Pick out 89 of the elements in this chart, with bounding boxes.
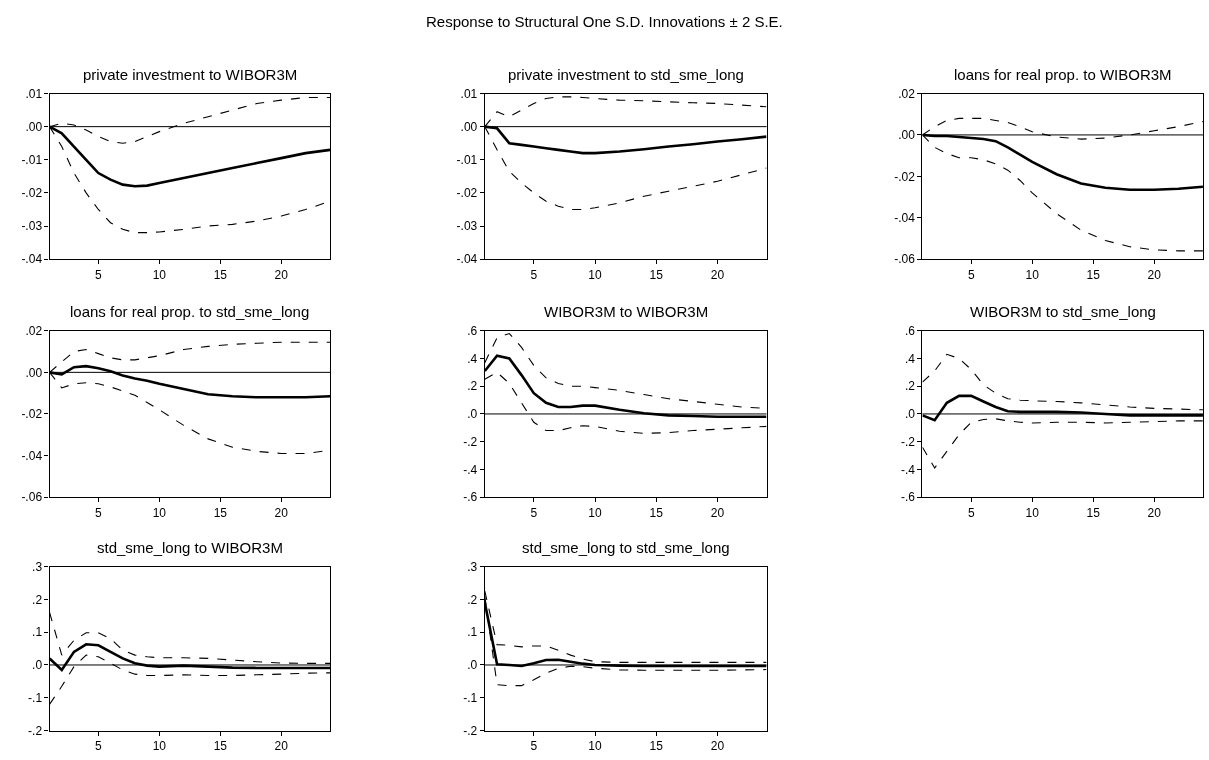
- y-tick-label: -.02: [456, 186, 478, 201]
- x-tick-label: 15: [649, 505, 664, 520]
- x-tick-label: 20: [1147, 267, 1162, 282]
- y-tick-label: .2: [467, 592, 478, 607]
- y-tick-label: -.04: [456, 252, 478, 267]
- chart-title: WIBOR3M to std_sme_long: [970, 303, 1156, 320]
- x-tick-label: 5: [95, 739, 103, 754]
- x-tick-label: 10: [588, 267, 603, 282]
- x-tick-label: 5: [530, 505, 538, 520]
- x-tick-label: 15: [213, 739, 228, 754]
- y-tick-label: -.04: [21, 448, 43, 463]
- y-tick-label: .0: [32, 658, 43, 673]
- x-tick-label: 20: [710, 739, 725, 754]
- x-tick-label: 5: [530, 267, 538, 282]
- y-tick-label: .1: [467, 625, 478, 640]
- y-tick-label: .0: [467, 658, 478, 673]
- x-tick-label: 15: [213, 267, 228, 282]
- y-tick-label: -.6: [900, 490, 916, 505]
- chart-title: private investment to WIBOR3M: [83, 66, 298, 83]
- chart-title: private investment to std_sme_long: [508, 66, 744, 83]
- x-tick-label: 20: [274, 505, 289, 520]
- y-tick-label: .3: [32, 559, 43, 574]
- chart-title: std_sme_long to WIBOR3M: [97, 539, 283, 556]
- y-tick-label: .02: [25, 323, 43, 338]
- x-tick-label: 20: [1147, 505, 1162, 520]
- y-tick-label: .4: [467, 351, 478, 366]
- x-tick-label: 10: [152, 739, 167, 754]
- y-tick-label: -.02: [894, 169, 916, 184]
- y-tick-label: -.6: [463, 490, 478, 505]
- y-tick-label: .01: [25, 86, 43, 101]
- y-tick-label: .2: [904, 379, 916, 394]
- y-tick-label: -.2: [28, 723, 43, 738]
- x-tick-label: 15: [1086, 267, 1101, 282]
- chart-title: loans for real prop. to std_sme_long: [70, 303, 310, 320]
- x-tick-label: 5: [967, 505, 975, 520]
- chart-title: std_sme_long to std_sme_long: [522, 539, 730, 556]
- y-tick-label: -.03: [456, 219, 478, 234]
- text: Response to Structural One S.D. Innovations ± 2 S.E.: [426, 13, 783, 30]
- x-tick-label: 15: [1086, 505, 1101, 520]
- y-tick-label: .01: [460, 86, 478, 101]
- y-tick-label: .3: [467, 559, 478, 574]
- y-tick-label: -.02: [21, 407, 43, 422]
- y-tick-label: .02: [898, 86, 916, 101]
- y-tick-label: -.1: [28, 691, 43, 705]
- x-tick-label: 20: [274, 739, 289, 754]
- y-tick-label: .0: [467, 407, 478, 422]
- y-tick-label: -.2: [463, 723, 478, 738]
- y-tick-label: -.04: [894, 210, 916, 225]
- y-tick-label: .0: [904, 407, 916, 422]
- x-tick-label: 10: [1025, 267, 1040, 282]
- y-tick-label: -.4: [900, 462, 916, 477]
- x-tick-label: 5: [95, 505, 103, 520]
- x-tick-label: 10: [152, 505, 167, 520]
- y-tick-label: -.01: [21, 152, 43, 167]
- x-tick-label: 10: [588, 739, 603, 754]
- y-tick-label: -.02: [21, 186, 43, 201]
- y-tick-label: -.2: [463, 434, 478, 449]
- x-tick-label: 5: [530, 739, 538, 754]
- y-tick-label: .00: [898, 128, 916, 143]
- y-tick-label: -.04: [21, 252, 43, 267]
- y-tick-label: .00: [25, 365, 43, 380]
- x-tick-label: 20: [274, 267, 289, 282]
- x-tick-label: 15: [213, 505, 228, 520]
- x-tick-label: 10: [1025, 505, 1040, 520]
- y-tick-label: .4: [904, 351, 916, 366]
- y-tick-label: .1: [32, 625, 43, 640]
- x-tick-label: 20: [710, 267, 725, 282]
- x-tick-label: 5: [95, 267, 103, 282]
- y-tick-label: .6: [467, 323, 478, 338]
- y-tick-label: -.4: [463, 462, 478, 477]
- x-tick-label: 15: [649, 267, 664, 282]
- y-tick-label: -.06: [21, 490, 43, 505]
- chart-title: WIBOR3M to WIBOR3M: [544, 303, 709, 320]
- y-tick-label: .00: [460, 119, 478, 134]
- y-tick-label: -.1: [463, 691, 478, 705]
- y-tick-label: -.2: [900, 434, 916, 449]
- x-tick-label: 15: [649, 739, 664, 754]
- y-tick-label: -.01: [456, 152, 478, 167]
- y-tick-label: .6: [904, 323, 916, 338]
- y-tick-label: .2: [32, 592, 43, 607]
- y-tick-label: -.06: [894, 252, 916, 267]
- chart-title: loans for real prop. to WIBOR3M: [954, 66, 1172, 83]
- x-tick-label: 10: [588, 505, 603, 520]
- y-tick-label: -.03: [21, 219, 43, 234]
- y-tick-label: .00: [25, 119, 43, 134]
- x-tick-label: 10: [152, 267, 167, 282]
- x-tick-label: 20: [710, 505, 725, 520]
- y-tick-label: .2: [467, 379, 478, 394]
- x-tick-label: 5: [967, 267, 975, 282]
